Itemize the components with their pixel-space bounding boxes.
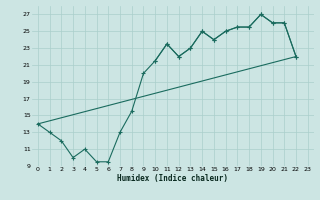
- X-axis label: Humidex (Indice chaleur): Humidex (Indice chaleur): [117, 174, 228, 183]
